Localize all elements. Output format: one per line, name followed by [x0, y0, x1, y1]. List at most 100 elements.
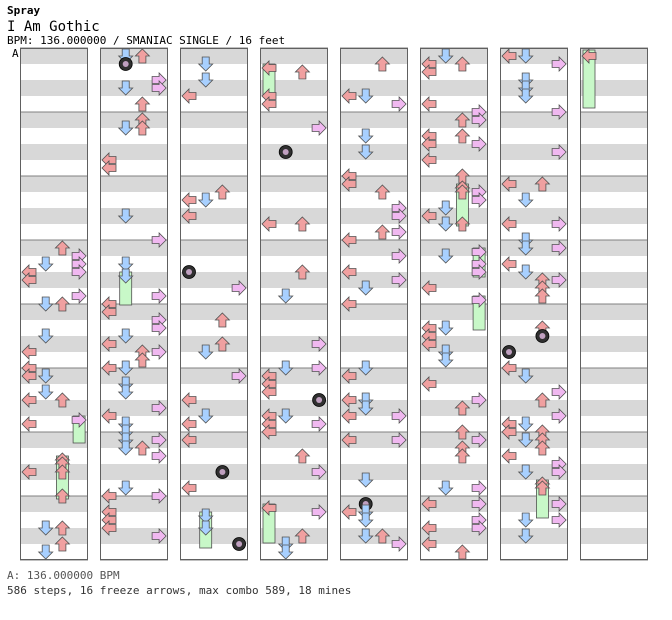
beat-band [340, 336, 408, 352]
pack-title: Spray [7, 4, 41, 17]
step-arrow [437, 248, 454, 264]
beat-band [580, 464, 648, 480]
step-arrow [71, 288, 87, 304]
step-arrow [454, 216, 471, 232]
step-arrow [357, 472, 374, 488]
beat-band [260, 112, 328, 128]
step-arrow [181, 192, 197, 208]
step-arrow [151, 528, 167, 544]
chart-column-7 [500, 47, 568, 561]
step-arrow [341, 88, 357, 104]
step-arrow [151, 80, 167, 96]
beat-band [420, 176, 488, 192]
step-arrow [37, 520, 54, 536]
step-arrow [21, 344, 37, 360]
step-arrow [134, 120, 151, 136]
beat-band [100, 368, 168, 384]
mine-core [316, 397, 323, 403]
beat-band [340, 400, 408, 416]
step-arrow [341, 264, 357, 280]
beat-band [580, 80, 648, 96]
beat-band [100, 176, 168, 192]
beat-band [180, 240, 248, 256]
step-arrow [214, 184, 231, 200]
step-arrow [391, 536, 407, 552]
step-arrow [214, 312, 231, 328]
beat-band [340, 176, 408, 192]
step-arrow [357, 528, 374, 544]
step-arrow [454, 400, 471, 416]
step-arrow [517, 464, 534, 480]
beat-band [580, 272, 648, 288]
step-arrow [37, 256, 54, 272]
beat-band [340, 80, 408, 96]
beat-band [580, 240, 648, 256]
step-arrow [181, 416, 197, 432]
beat-band [260, 528, 328, 544]
step-arrow [341, 232, 357, 248]
step-arrow [357, 88, 374, 104]
step-arrow [551, 408, 567, 424]
step-arrow [501, 360, 517, 376]
step-arrow [374, 184, 391, 200]
column-border [100, 48, 168, 560]
step-arrow [421, 336, 437, 352]
beat-band [500, 464, 568, 480]
step-arrow [581, 48, 597, 64]
section-label: A [12, 47, 19, 60]
beat-band [180, 144, 248, 160]
beat-band [340, 496, 408, 512]
beat-band [340, 432, 408, 448]
chart-column-1 [20, 47, 88, 561]
step-arrow [437, 216, 454, 232]
step-arrow [454, 184, 471, 200]
beat-band [180, 496, 248, 512]
beat-band [180, 400, 248, 416]
beat-band [260, 432, 328, 448]
beat-band [420, 400, 488, 416]
beat-band [500, 112, 568, 128]
beat-band [340, 48, 408, 64]
beat-band [420, 496, 488, 512]
beat-band [20, 464, 88, 480]
beat-band [580, 48, 648, 64]
step-arrow [391, 96, 407, 112]
beat-band [100, 112, 168, 128]
step-arrow [421, 136, 437, 152]
step-arrow [517, 192, 534, 208]
step-arrow [54, 296, 71, 312]
step-arrow [501, 448, 517, 464]
beat-band [420, 272, 488, 288]
step-arrow [117, 328, 134, 344]
step-arrow [54, 240, 71, 256]
beat-band [500, 176, 568, 192]
beat-band [580, 208, 648, 224]
beat-band [260, 208, 328, 224]
step-arrow [391, 272, 407, 288]
step-arrow [551, 144, 567, 160]
chart-meta: BPM: 136.000000 / SMANIAC SINGLE / 16 fe… [7, 34, 286, 47]
step-arrow [197, 72, 214, 88]
step-arrow [421, 520, 437, 536]
chart-column-4 [260, 47, 328, 561]
beat-band [420, 144, 488, 160]
bpm-legend: A: 136.000000 BPM [7, 569, 120, 582]
column-border [340, 48, 408, 560]
step-arrow [341, 504, 357, 520]
column-border [260, 48, 328, 560]
beat-band [260, 176, 328, 192]
step-arrow [277, 360, 294, 376]
beat-band [580, 496, 648, 512]
beat-band [340, 528, 408, 544]
beat-band [260, 464, 328, 480]
step-arrow [151, 400, 167, 416]
step-arrow [231, 368, 247, 384]
beat-band [500, 144, 568, 160]
step-arrow [261, 424, 277, 440]
step-arrow [501, 216, 517, 232]
step-arrow [357, 280, 374, 296]
step-arrow [294, 264, 311, 280]
step-arrow [471, 392, 487, 408]
beat-band [420, 336, 488, 352]
step-arrow [551, 240, 567, 256]
